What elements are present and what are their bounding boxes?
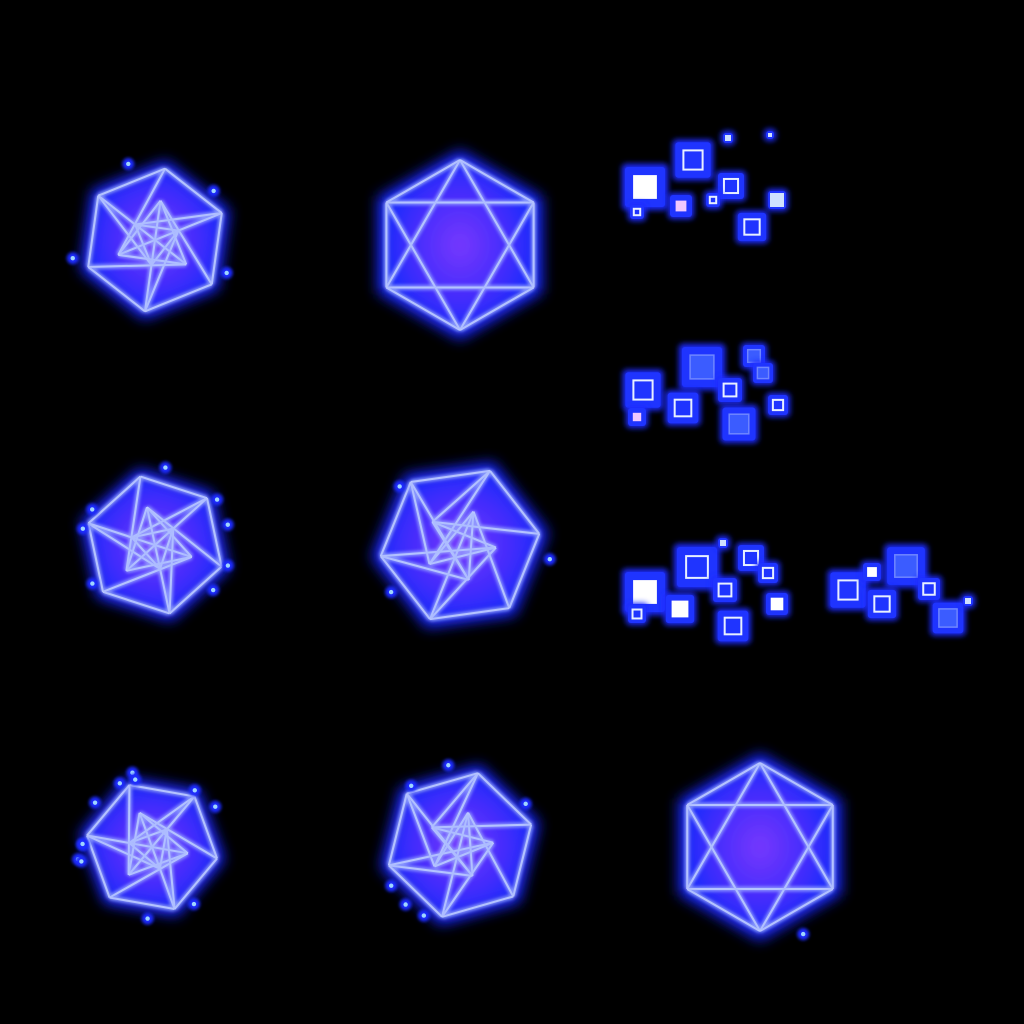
cube-particle xyxy=(689,354,715,380)
crystal-frame-3 xyxy=(60,460,245,635)
cube-particle xyxy=(675,200,687,212)
cube-particle xyxy=(965,598,971,604)
cube-particle xyxy=(746,348,762,364)
cube-particle xyxy=(633,580,657,604)
cube-burst-4 xyxy=(825,540,990,645)
cube-particles-icon xyxy=(827,544,975,636)
cube-particle xyxy=(770,193,784,207)
cube-particle xyxy=(633,175,657,199)
cube-particle xyxy=(728,413,750,435)
cube-particle xyxy=(632,379,654,401)
icosahedron-icon xyxy=(377,149,543,341)
cube-particle xyxy=(894,554,918,578)
cube-burst-3 xyxy=(620,535,800,650)
cube-particle xyxy=(867,567,877,577)
cube-particle xyxy=(725,135,731,141)
cube-particle xyxy=(632,207,642,217)
cube-particle xyxy=(837,579,859,601)
cube-particle xyxy=(720,540,726,546)
cube-particle xyxy=(717,582,733,598)
cube-particle xyxy=(938,608,958,628)
cube-particles-icon xyxy=(622,343,790,444)
icosahedron-icon xyxy=(380,759,540,926)
cube-particle xyxy=(922,582,936,596)
cube-particle xyxy=(722,177,740,195)
icosahedron-icon xyxy=(678,752,842,942)
crystal-frame-1 xyxy=(60,150,250,330)
cube-particle xyxy=(873,595,891,613)
icosahedron-icon xyxy=(66,157,233,320)
cube-particle xyxy=(768,133,772,137)
cube-particles-icon xyxy=(621,129,788,244)
icosahedron-icon xyxy=(371,461,556,629)
cube-particle xyxy=(722,382,738,398)
cube-particle xyxy=(708,195,718,205)
crystal-frame-7 xyxy=(660,752,860,942)
crystal-frame-6 xyxy=(360,755,550,935)
cube-particles-icon xyxy=(621,536,790,644)
cube-particle xyxy=(742,549,760,567)
crystal-frame-5 xyxy=(60,765,240,935)
cube-particle xyxy=(723,616,743,636)
cube-particle xyxy=(673,398,693,418)
cube-particle xyxy=(771,398,785,412)
cube-burst-2 xyxy=(620,335,800,450)
cube-particle xyxy=(685,555,709,579)
cube-particle xyxy=(671,600,689,618)
cube-particle xyxy=(770,597,784,611)
cube-particle xyxy=(631,608,643,620)
cube-burst-1 xyxy=(620,125,800,245)
crystal-frame-2 xyxy=(360,145,560,345)
icosahedron-icon xyxy=(76,461,234,622)
cube-particle xyxy=(743,218,761,236)
cube-particle xyxy=(756,366,770,380)
cube-particle xyxy=(761,566,775,580)
cube-particle xyxy=(632,412,642,422)
crystal-frame-4 xyxy=(365,450,556,640)
cube-particle xyxy=(682,149,704,171)
icosahedron-icon xyxy=(71,766,225,925)
